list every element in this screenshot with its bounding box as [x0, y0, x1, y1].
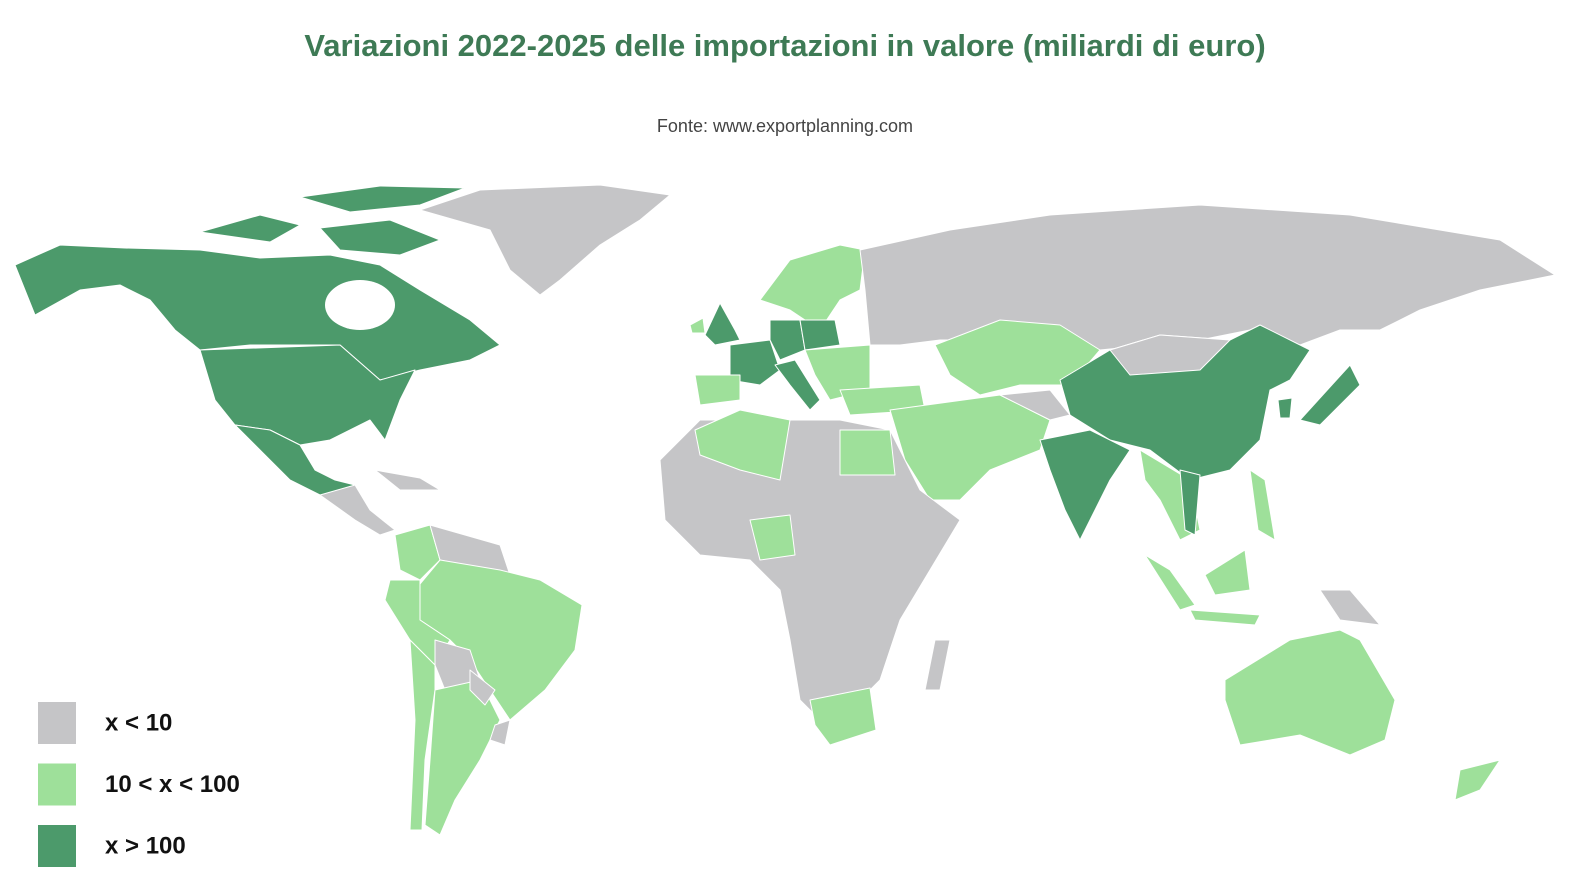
- region: [489, 719, 511, 746]
- region: [729, 339, 781, 386]
- legend-label: x < 10: [105, 709, 172, 736]
- region: [409, 639, 436, 831]
- region: [1319, 589, 1381, 626]
- title: Variazioni 2022-2025 delle importazioni …: [304, 28, 1265, 63]
- region: [839, 429, 896, 476]
- region: [694, 374, 741, 406]
- region: [704, 302, 741, 346]
- legend-label: 10 < x < 100: [105, 771, 240, 798]
- region: [759, 244, 866, 331]
- region: [424, 679, 501, 836]
- world-map: [14, 184, 1556, 836]
- legend: x < 10 10 < x < 100 x > 100: [38, 702, 240, 867]
- region: [924, 639, 951, 691]
- region: [14, 244, 501, 381]
- region: [1109, 334, 1231, 376]
- region: [1224, 629, 1396, 756]
- region: [1454, 759, 1501, 801]
- region: [374, 469, 441, 491]
- region: [319, 484, 396, 536]
- region: [299, 185, 466, 213]
- region: [689, 317, 706, 334]
- region: [1039, 429, 1131, 541]
- region: [774, 359, 821, 411]
- region: [809, 687, 877, 746]
- region: [859, 204, 1556, 351]
- region: [749, 514, 796, 561]
- region: [469, 669, 496, 706]
- region: [1299, 364, 1361, 426]
- region: [319, 219, 441, 256]
- region: [1189, 609, 1261, 626]
- region: [1277, 397, 1293, 419]
- region: [1144, 554, 1196, 611]
- legend-label: x > 100: [105, 832, 186, 859]
- region: [769, 319, 806, 361]
- region: [1249, 469, 1276, 541]
- subtitle: Fonte: www.exportplanning.com: [657, 116, 913, 136]
- region: [394, 524, 441, 581]
- region: [1204, 549, 1251, 596]
- region: [199, 214, 301, 243]
- region: [694, 409, 791, 481]
- legend-swatch: [38, 702, 76, 744]
- region: [659, 419, 961, 721]
- region: [799, 319, 841, 351]
- legend-swatch: [38, 763, 76, 806]
- hudson-bay: [325, 280, 395, 330]
- legend-swatch: [38, 825, 76, 867]
- region: [1179, 469, 1201, 536]
- region: [419, 184, 671, 296]
